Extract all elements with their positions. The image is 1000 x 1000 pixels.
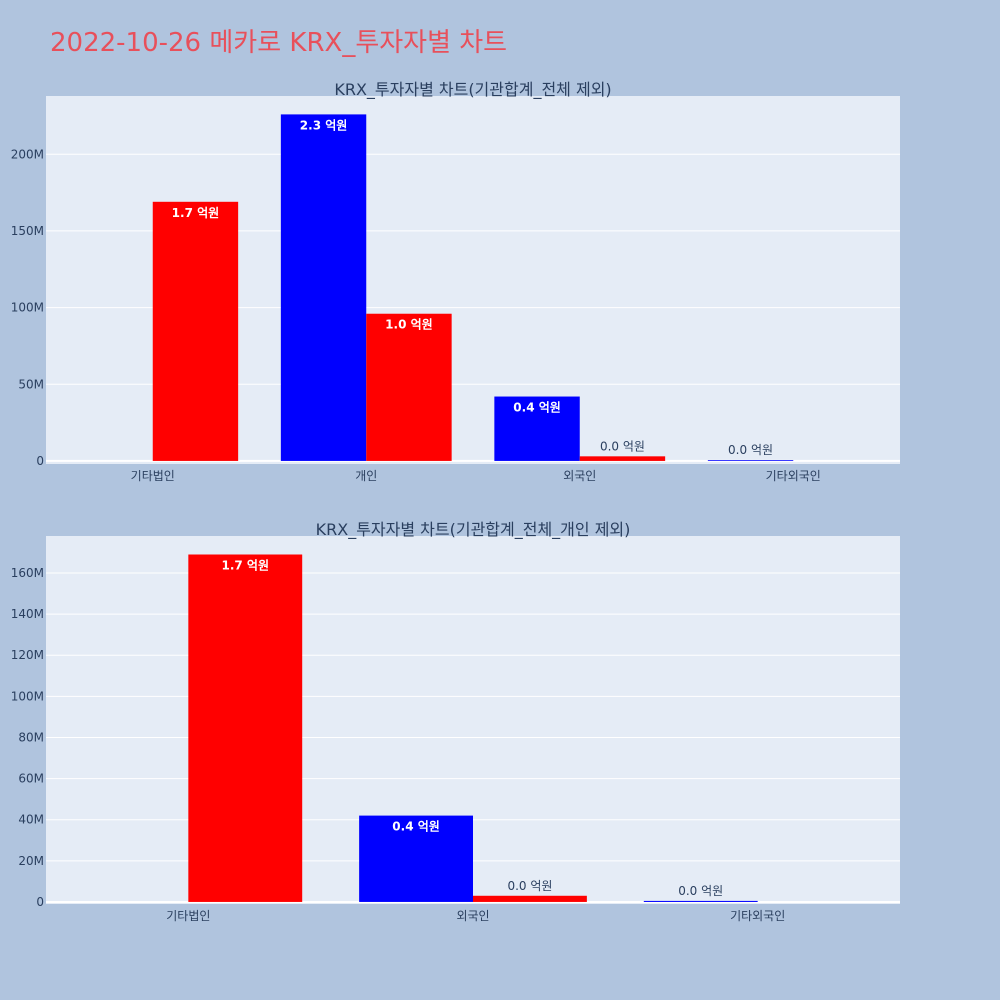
data-label: 2.3 억원 [300,118,348,132]
top-bar-chart: KRX_투자자별 차트(기관합계_전체 제외) 0 50M 100M 150M 200M 1… [11,80,900,483]
y-tick-label: 100M [11,689,44,703]
y-tick-label: 0 [36,895,44,909]
y-tick-label: 50M [18,377,44,391]
data-label: 1.7 억원 [172,206,220,220]
chart-title: KRX_투자자별 차트(기관합계_전체 제외) [334,80,611,100]
data-label: 0.0 억원 [507,879,552,893]
y-tick-label: 160M [11,566,44,580]
bar-buy [643,900,758,902]
x-tick-label: 기타외국인 [730,909,785,923]
x-tick-label: 기타법인 [131,469,175,483]
data-label: 0.0 억원 [600,439,645,453]
bar-buy [280,114,367,461]
x-tick-label: 기타법인 [166,909,210,923]
bar-sell [152,201,239,461]
y-tick-label: 100M [11,301,44,315]
data-label: 0.0 억원 [678,884,723,898]
y-tick-label: 20M [18,854,44,868]
y-tick-label: 150M [11,224,44,238]
data-label: 1.7 억원 [222,559,270,573]
x-tick-label: 개인 [355,469,377,483]
bar-sell [366,313,452,461]
data-label: 1.0 억원 [385,318,433,332]
y-tick-label: 200M [11,147,44,161]
chart-title: KRX_투자자별 차트(기관합계_전체_개인 제외) [316,520,631,540]
data-label: 0.0 억원 [728,443,773,457]
x-tick-label: 외국인 [456,909,489,923]
bar-buy [707,460,794,461]
bar-buy [359,815,473,902]
x-tick-label: 외국인 [563,469,596,483]
data-label: 0.4 억원 [392,820,440,834]
page-title: 2022-10-26 메카로 KRX_투자자별 차트 [50,28,508,58]
y-tick-label: 0 [36,454,44,468]
y-tick-label: 60M [18,772,44,786]
y-tick-label: 40M [18,813,44,827]
y-tick-label: 120M [11,648,44,662]
y-tick-label: 140M [11,607,44,621]
y-tick-label: 80M [18,730,44,744]
bar-buy [494,396,580,461]
bar-sell [473,895,587,902]
bar-sell [188,554,303,902]
data-label: 0.4 억원 [513,401,561,415]
bar-sell [579,456,666,461]
x-tick-label: 기타외국인 [766,469,821,483]
